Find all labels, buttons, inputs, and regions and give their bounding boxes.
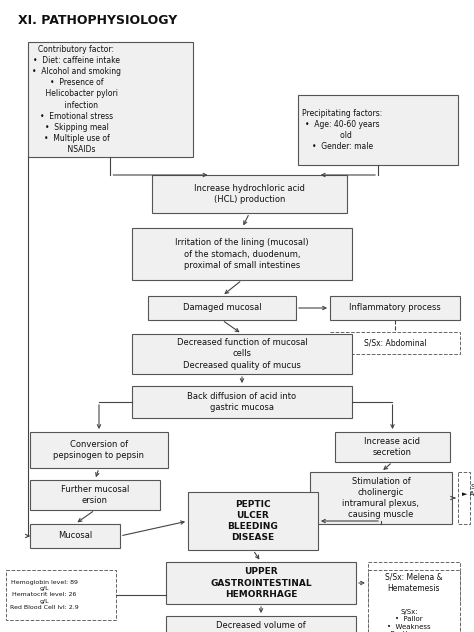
Text: Decreased function of mucosal
cells
Decreased quality of mucus: Decreased function of mucosal cells Decr… xyxy=(177,338,307,370)
Text: Inflammatory process: Inflammatory process xyxy=(349,303,441,312)
Bar xyxy=(132,386,352,418)
Text: Stimulation of
cholinergic
intramural plexus,
causing muscle: Stimulation of cholinergic intramural pl… xyxy=(343,477,419,519)
Bar xyxy=(166,616,356,632)
Text: Mucosal: Mucosal xyxy=(58,532,92,540)
Bar xyxy=(30,524,120,548)
Bar xyxy=(152,175,347,213)
Bar xyxy=(330,332,460,354)
Text: Irritation of the lining (mucosal)
of the stomach, duodenum,
proximal of small i: Irritation of the lining (mucosal) of th… xyxy=(175,238,309,270)
Bar xyxy=(298,95,458,165)
Text: XI. PATHOPHYSIOLOGY: XI. PATHOPHYSIOLOGY xyxy=(18,14,177,27)
Bar xyxy=(368,570,460,632)
Text: Increase hydrochloric acid
(HCL) production: Increase hydrochloric acid (HCL) product… xyxy=(194,184,305,204)
Bar xyxy=(148,296,296,320)
Text: UPPER
GASTROINTESTINAL
HEMORRHAGE: UPPER GASTROINTESTINAL HEMORRHAGE xyxy=(210,568,312,599)
Text: S/Sx:
► Abdomi
  -nal
  Pain: S/Sx: ► Abdomi -nal Pain xyxy=(462,483,474,513)
Text: Further mucosal
ersion: Further mucosal ersion xyxy=(61,485,129,505)
Bar xyxy=(335,432,450,462)
Bar xyxy=(368,616,460,632)
Bar xyxy=(6,570,116,620)
Bar xyxy=(30,432,168,468)
Text: S/Sx:
•  Pallor
•  Weakness
•  Restlessness
•  tachypnea (RR-28)
  Hypotension (: S/Sx: • Pallor • Weakness • Restlessness… xyxy=(372,609,446,632)
Bar xyxy=(188,492,318,550)
Bar xyxy=(30,480,160,510)
Text: Damaged mucosal: Damaged mucosal xyxy=(182,303,261,312)
Text: S/Sx: Melena &
Hematemesis: S/Sx: Melena & Hematemesis xyxy=(385,573,443,593)
Bar xyxy=(310,472,452,524)
Text: Hemoglobin level: 89
g/L
Hematocrit level: 26
g/L
Red Blood Cell lvl: 2.9: Hemoglobin level: 89 g/L Hematocrit leve… xyxy=(10,580,79,610)
Text: Decreased volume of
circulating blood in the
body.: Decreased volume of circulating blood in… xyxy=(212,621,310,632)
Bar xyxy=(132,334,352,374)
Bar xyxy=(166,562,356,604)
Bar xyxy=(368,562,460,604)
Bar xyxy=(458,472,470,524)
Bar xyxy=(132,228,352,280)
Text: Increase acid
secretion: Increase acid secretion xyxy=(365,437,420,457)
Text: Conversion of
pepsinogen to pepsin: Conversion of pepsinogen to pepsin xyxy=(54,440,145,460)
Text: Contributory factor:
•  Diet: caffeine intake
•  Alcohol and smoking
•  Presence: Contributory factor: • Diet: caffeine in… xyxy=(32,45,121,154)
Bar xyxy=(330,296,460,320)
Text: PEPTIC
ULCER
BLEEDING
DISEASE: PEPTIC ULCER BLEEDING DISEASE xyxy=(228,500,278,542)
Bar xyxy=(28,42,193,157)
Text: S/Sx: Abdominal: S/Sx: Abdominal xyxy=(364,339,426,348)
Text: Back diffusion of acid into
gastric mucosa: Back diffusion of acid into gastric muco… xyxy=(187,392,297,412)
Text: Precipitating factors:
•  Age: 40-60 years
   old
•  Gender: male: Precipitating factors: • Age: 40-60 year… xyxy=(302,109,382,151)
